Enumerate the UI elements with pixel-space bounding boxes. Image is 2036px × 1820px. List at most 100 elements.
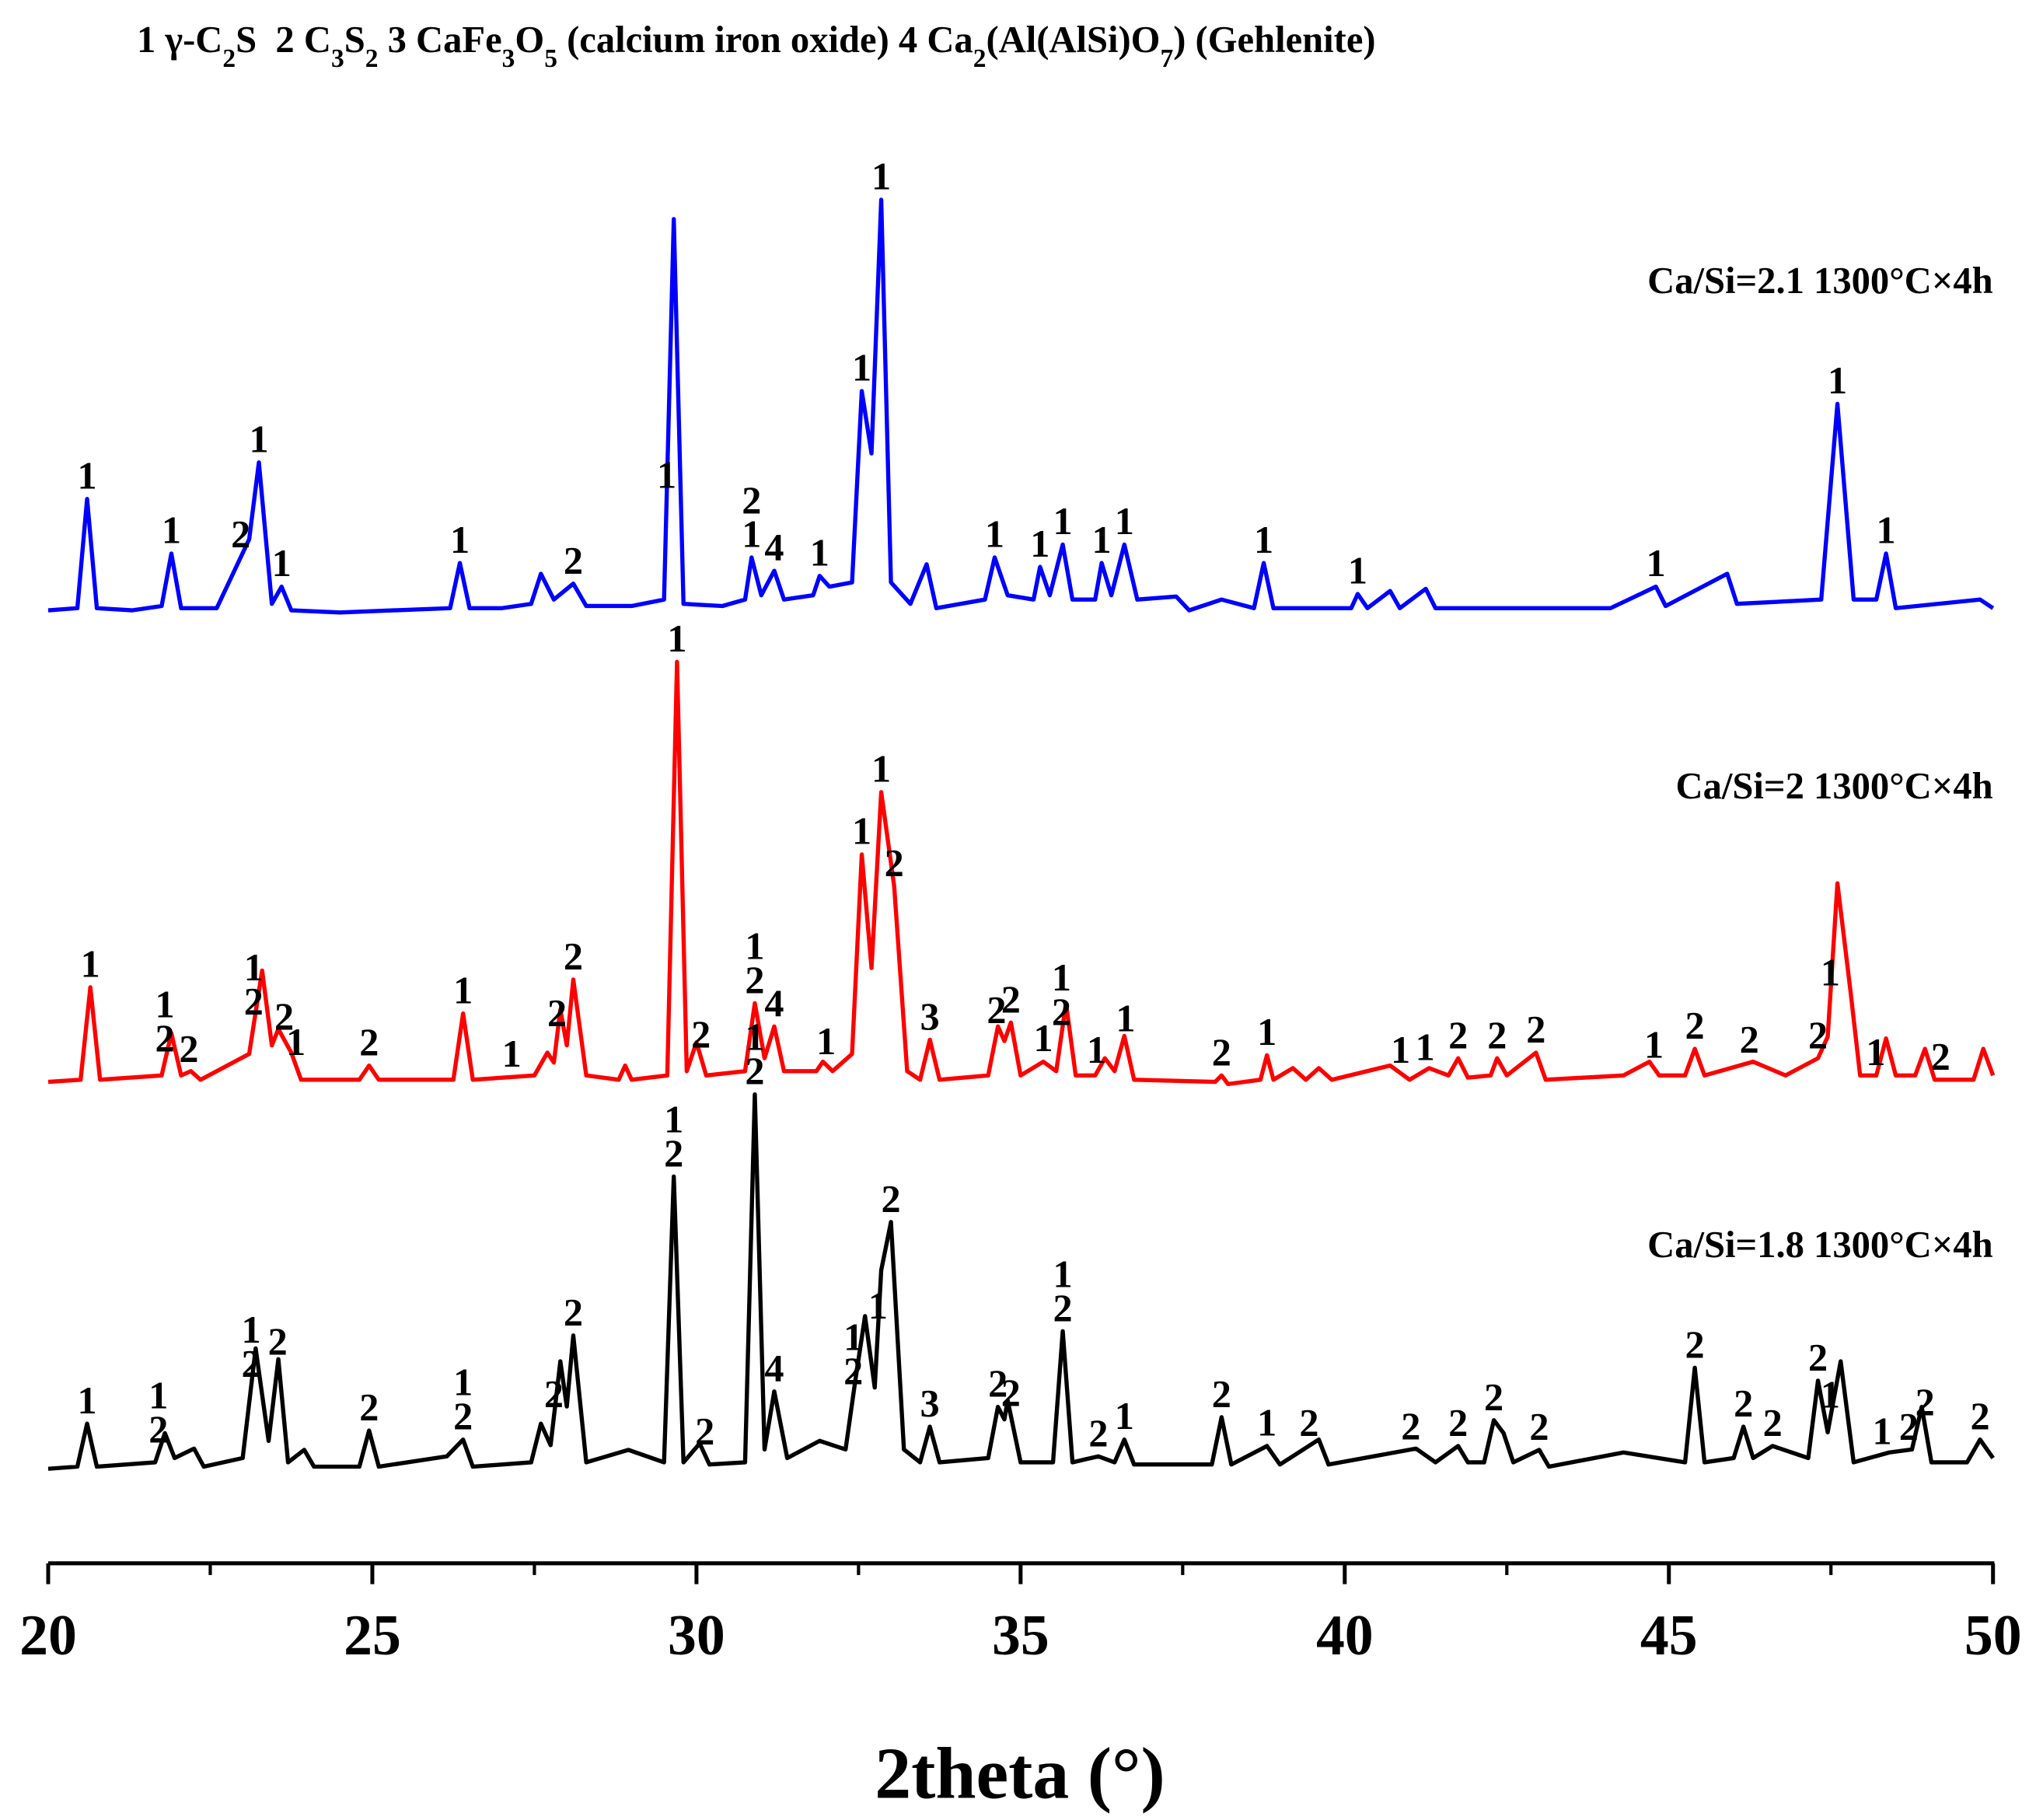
title-run: S 2 C <box>236 19 331 61</box>
peak-label: 2 <box>695 1410 714 1453</box>
peak-label: 2 <box>1401 1404 1420 1448</box>
peak-label: 1 <box>244 945 264 989</box>
title-run: 3 <box>331 44 344 73</box>
peak-label: 2 <box>1916 1380 1935 1424</box>
peak-label: 1 <box>1873 1409 1892 1452</box>
peak-label: 1 <box>1254 518 1273 561</box>
peak-label: 2 <box>1053 1286 1072 1329</box>
peak-label: 2 <box>148 1407 168 1451</box>
x-tick-label: 35 <box>992 1603 1049 1667</box>
peak-label: 2 <box>1448 1013 1468 1057</box>
peak-label: 2 <box>1484 1375 1503 1418</box>
title-run: 3 <box>502 44 515 73</box>
series-label: Ca/Si=2.1 1300°C×4h <box>1647 260 1993 302</box>
peak-label: 2 <box>155 1016 175 1060</box>
peak-label: 1 <box>286 1020 306 1064</box>
peak-label: 2 <box>1001 977 1021 1021</box>
peak-label: 2 <box>274 994 294 1038</box>
peak-label: 1 <box>1257 1010 1276 1053</box>
peak-label: 1 <box>667 617 686 660</box>
peak-label: 1 <box>1115 499 1134 543</box>
peak-label: 1 <box>1391 1028 1410 1071</box>
title-run: 1 γ-C <box>137 19 222 61</box>
x-tick-label: 20 <box>19 1603 77 1667</box>
peak-label: 3 <box>920 1382 940 1425</box>
x-tick-label: 45 <box>1640 1603 1698 1667</box>
peak-label: 4 <box>764 526 784 569</box>
peak-label: 2 <box>742 478 761 522</box>
peak-label: 1 <box>77 1378 96 1422</box>
peak-label: 1 <box>657 452 676 496</box>
peak-label: 1 <box>450 518 470 561</box>
title-run: (calcium iron oxide) 4 Ca <box>557 19 973 61</box>
peak-label: 2 <box>745 958 764 1001</box>
title-run: 2 <box>365 44 379 73</box>
series-label: Ca/Si=2 1300°C×4h <box>1676 765 1993 807</box>
peak-label: 1 <box>249 417 268 460</box>
peak-label: 1 <box>745 1015 764 1059</box>
peak-label: 2 <box>359 1385 379 1429</box>
title-run: 3 CaFe <box>378 19 501 61</box>
peak-label: 2 <box>564 934 583 978</box>
peak-label: 1 <box>453 1361 473 1404</box>
peak-label: 1 <box>241 1308 260 1351</box>
peak-label: 1 <box>148 1373 168 1417</box>
peak-label: 2 <box>1212 1030 1231 1074</box>
peak-label: 2 <box>1931 1034 1950 1078</box>
peak-label: 1 <box>77 453 96 497</box>
x-tick-label: 40 <box>1316 1603 1374 1667</box>
peak-label: 2 <box>1808 1335 1828 1378</box>
peak-label: 2 <box>1529 1405 1549 1448</box>
peak-label: 2 <box>1299 1400 1318 1444</box>
x-tick-label: 30 <box>668 1603 725 1667</box>
peak-label: 2 <box>1970 1394 1989 1437</box>
peak-label: 1 <box>852 346 871 390</box>
xrd-pattern <box>47 1092 1995 1471</box>
title-run: 2 <box>222 44 236 73</box>
peak-label: 2 <box>1808 1013 1828 1057</box>
peak-label: 2 <box>691 1012 711 1056</box>
x-tick-label: 25 <box>344 1603 401 1667</box>
peak-label: 2 <box>1685 1322 1705 1366</box>
peak-label: 1 <box>453 968 473 1011</box>
peak-label: 2 <box>1052 990 1071 1033</box>
peak-label: 1 <box>871 747 891 791</box>
title-run: S <box>344 19 365 61</box>
peak-label: 1 <box>871 155 891 198</box>
title-run: (Al(AlSi)O <box>986 19 1160 61</box>
peak-label: 2 <box>1088 1411 1108 1455</box>
peak-label: 2 <box>987 987 1006 1031</box>
peak-label: 1 <box>155 982 175 1025</box>
peak-label: 2 <box>564 1290 583 1333</box>
peak-label: 2 <box>564 538 583 582</box>
peak-label: 1 <box>843 1315 863 1359</box>
xrd-pattern <box>47 659 1996 1087</box>
peak-label: 1 <box>985 512 1004 556</box>
peak-label: 1 <box>1416 1025 1435 1068</box>
peak-label: 2 <box>244 980 264 1023</box>
peak-label: 1 <box>1348 549 1367 592</box>
peak-label: 1 <box>664 1097 683 1141</box>
peak-label: 1 <box>1052 955 1071 999</box>
legend-title: 1 γ-C2S 2 C3S2 3 CaFe3O5 (calcium iron o… <box>137 19 1376 73</box>
peak-label: 2 <box>664 1131 683 1175</box>
peak-label: 1 <box>1053 1252 1072 1295</box>
peak-label: 2 <box>544 1371 564 1415</box>
peak-label: 2 <box>843 1349 863 1392</box>
peak-label: 2 <box>1001 1371 1021 1414</box>
peak-label: 2 <box>547 990 567 1034</box>
peak-label: 2 <box>1734 1382 1753 1425</box>
peak-label: 2 <box>231 512 250 555</box>
peak-label: 1 <box>162 508 181 552</box>
peak-label: 2 <box>268 1319 288 1363</box>
peak-label: 1 <box>1647 541 1666 585</box>
peak-label: 1 <box>1257 1401 1276 1444</box>
peak-label: 1 <box>742 512 761 556</box>
peak-label: 2 <box>359 1020 379 1064</box>
peak-label: 1 <box>1828 358 1847 402</box>
peak-label: 2 <box>241 1341 260 1385</box>
title-run: O <box>515 19 544 61</box>
peak-label: 1 <box>272 541 292 585</box>
